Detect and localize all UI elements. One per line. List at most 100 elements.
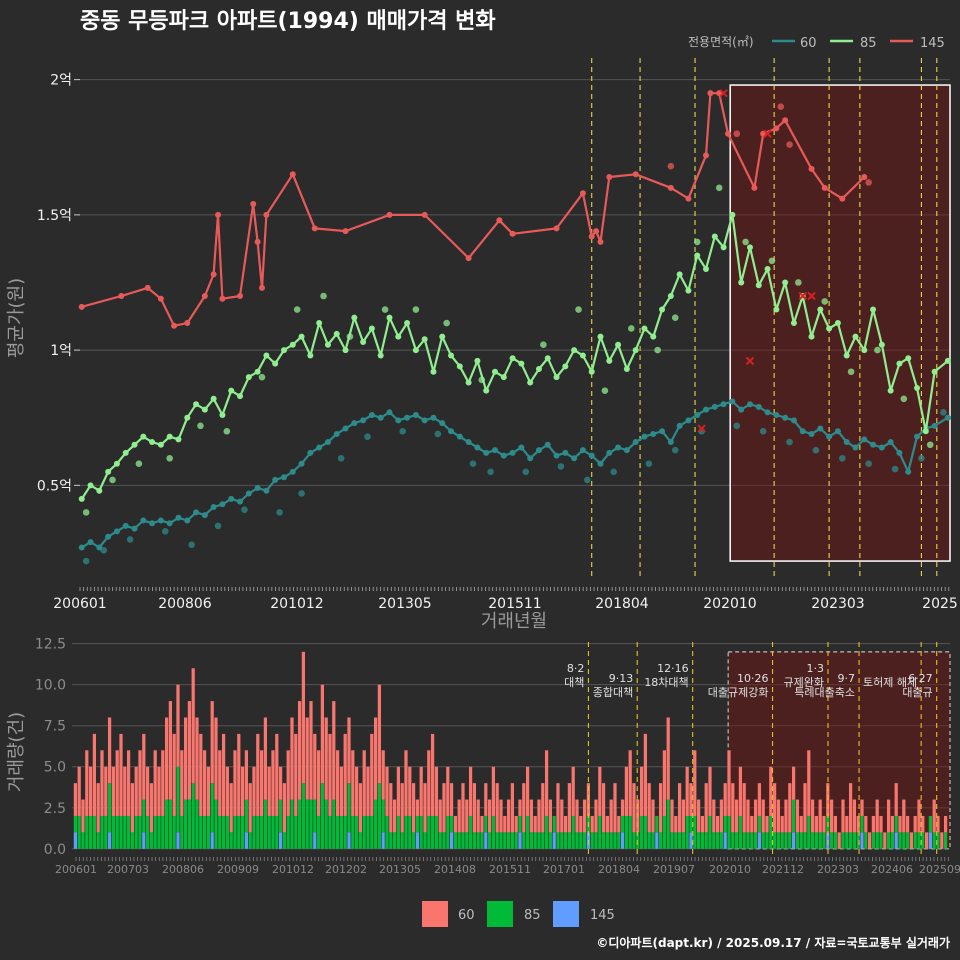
data-point-85	[887, 387, 894, 394]
scatter-point-85	[900, 395, 908, 403]
y-tick-label: 0.5억	[37, 478, 72, 494]
volume-bar-85	[290, 799, 294, 849]
volume-bar-60	[522, 783, 526, 833]
data-point-60	[606, 449, 613, 456]
legend-box-label-60: 60	[458, 908, 475, 923]
volume-bar-60	[244, 750, 249, 800]
volume-bar-60	[202, 750, 207, 816]
scatter-point-60	[276, 509, 283, 516]
data-point-85	[659, 306, 666, 313]
data-point-85	[122, 449, 129, 456]
scatter-point-60	[161, 528, 169, 535]
volume-bar-85	[677, 832, 682, 849]
cancelled-mark	[719, 88, 728, 98]
volume-bar-85	[282, 832, 287, 849]
volume-bar-60	[92, 733, 97, 816]
x-tick-label: 202303	[817, 863, 859, 876]
data-point-85	[826, 325, 833, 332]
data-point-60	[175, 514, 182, 521]
data-point-60	[78, 544, 85, 551]
volume-bar-60	[864, 815, 868, 833]
data-point-85	[773, 306, 780, 313]
volume-bar-145	[142, 832, 146, 849]
data-point-145	[259, 284, 266, 291]
volume-bar-85	[875, 832, 879, 849]
data-point-60	[579, 447, 586, 454]
data-point-85	[817, 306, 824, 313]
volume-bar-60	[176, 684, 180, 767]
volume-bar-85	[419, 815, 423, 849]
volume-bar-60	[544, 750, 549, 816]
volume-bar-85	[423, 832, 427, 849]
data-point-60	[351, 420, 358, 427]
volume-bar-60	[195, 717, 199, 800]
scatter-point-145	[786, 141, 793, 148]
volume-bar-145	[278, 832, 283, 849]
data-point-85	[289, 341, 296, 348]
data-point-60	[254, 485, 261, 492]
data-point-85	[412, 347, 419, 354]
scatter-point-60	[434, 430, 442, 438]
volume-bar-85	[123, 815, 127, 849]
volume-bar-85	[757, 815, 762, 833]
x-tick-label: 200703	[107, 863, 149, 876]
volume-bar-85	[529, 832, 534, 849]
volume-bar-60	[791, 766, 796, 800]
data-point-60	[790, 417, 797, 424]
volume-bar-85	[628, 815, 632, 849]
volume-bar-60	[297, 701, 302, 800]
data-point-60	[474, 444, 481, 451]
volume-bar-60	[168, 701, 173, 800]
data-point-85	[456, 363, 463, 370]
data-point-60	[870, 441, 877, 448]
data-point-85	[105, 468, 112, 475]
scatter-point-145	[865, 179, 872, 186]
volume-bar-60	[100, 750, 104, 816]
volume-bar-85	[670, 832, 674, 849]
data-point-60	[931, 422, 938, 429]
data-point-85	[166, 433, 173, 440]
volume-bar-60	[639, 766, 644, 816]
volume-bar-60	[734, 799, 739, 833]
volume-bar-85	[233, 815, 237, 849]
volume-bar-60	[898, 815, 902, 833]
data-point-145	[250, 201, 257, 208]
scatter-point-85	[82, 509, 90, 516]
x-tick-label: 200909	[217, 863, 259, 876]
scatter-point-85	[926, 441, 934, 449]
data-point-60	[395, 417, 402, 424]
data-point-60	[527, 455, 534, 462]
volume-bar-85	[503, 832, 507, 849]
volume-bar-85	[351, 815, 355, 849]
volume-bar-85	[358, 832, 363, 849]
volume-bar-60	[324, 717, 328, 800]
data-point-145	[808, 165, 815, 172]
volume-bar-60	[142, 733, 146, 800]
volume-bar-85	[415, 815, 420, 833]
data-point-85	[711, 233, 718, 240]
volume-bar-85	[385, 815, 389, 849]
volume-bar-60	[438, 799, 442, 833]
volume-bar-85	[662, 815, 667, 849]
volume-bar-60	[366, 766, 370, 816]
data-point-145	[707, 90, 714, 97]
event-date-label: 10·26	[737, 672, 769, 685]
legend-box-60	[422, 901, 448, 927]
volume-bar-85	[715, 832, 720, 849]
volume-bar-85	[791, 799, 796, 833]
volume-bar-60	[233, 750, 237, 816]
volume-bar-85	[468, 815, 473, 849]
event-date-label: 6·27	[908, 672, 933, 685]
x-tick-label: 201202	[325, 863, 367, 876]
volume-bar-60	[332, 701, 336, 800]
volume-bar-60	[848, 783, 853, 833]
scatter-point-85	[575, 306, 582, 313]
data-point-60	[210, 503, 217, 510]
data-point-85	[386, 314, 393, 321]
data-point-60	[509, 449, 516, 456]
volume-bar-60	[658, 783, 663, 833]
data-point-60	[404, 414, 411, 421]
scatter-point-60	[610, 468, 617, 476]
volume-bar-60	[723, 783, 727, 816]
volume-bar-60	[267, 766, 271, 816]
